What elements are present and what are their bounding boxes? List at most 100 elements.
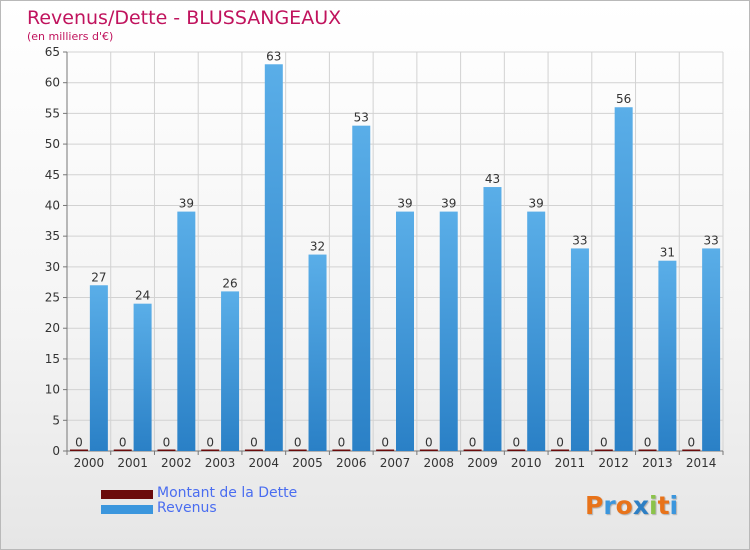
- legend-label-dette: Montant de la Dette: [157, 485, 298, 501]
- bar-revenus: [527, 211, 546, 451]
- data-label-dette: 0: [206, 436, 214, 450]
- data-label-revenus: 26: [222, 276, 237, 290]
- x-tick-label: 2011: [555, 456, 586, 470]
- bar-dette: [507, 449, 526, 451]
- x-tick-label: 2013: [642, 456, 673, 470]
- chart-subtitle: (en milliers d'€): [27, 30, 114, 43]
- x-tick-label: 2007: [380, 456, 411, 470]
- data-label-dette: 0: [250, 436, 258, 450]
- logo-letter: i: [669, 491, 679, 520]
- data-label-dette: 0: [75, 436, 83, 450]
- data-label-dette: 0: [687, 436, 695, 450]
- logo-letter: i: [649, 491, 658, 520]
- y-tick-label: 25: [45, 291, 60, 305]
- bar-revenus: [221, 291, 240, 451]
- logo-letter: t: [657, 491, 670, 520]
- y-tick-label: 10: [45, 383, 60, 397]
- x-tick-label: 2001: [117, 456, 148, 470]
- x-tick-label: 2002: [161, 456, 192, 470]
- data-label-revenus: 53: [354, 111, 369, 125]
- x-tick-label: 2014: [686, 456, 717, 470]
- bar-dette: [463, 449, 482, 451]
- data-label-revenus: 43: [485, 172, 500, 186]
- bar-revenus: [308, 254, 327, 451]
- x-tick-label: 2012: [598, 456, 629, 470]
- data-label-dette: 0: [338, 436, 346, 450]
- bar-revenus: [658, 260, 677, 451]
- data-label-dette: 0: [119, 436, 127, 450]
- legend-label-revenus: Revenus: [157, 500, 217, 516]
- y-tick-label: 15: [45, 352, 60, 366]
- logo-letter: r: [603, 491, 616, 520]
- bar-dette: [288, 449, 307, 451]
- bar-dette: [376, 449, 395, 451]
- proxiti-logo: Proxiti: [585, 491, 678, 520]
- bar-revenus: [614, 107, 633, 451]
- data-label-revenus: 63: [266, 49, 281, 63]
- bar-revenus: [483, 187, 502, 452]
- data-label-dette: 0: [381, 436, 389, 450]
- bar-dette: [551, 449, 570, 451]
- chart-title: Revenus/Dette - BLUSSANGEAUX: [27, 7, 342, 29]
- data-label-revenus: 39: [529, 197, 544, 211]
- y-tick-label: 60: [45, 76, 60, 90]
- legend-swatch-revenus: [101, 505, 153, 514]
- data-label-dette: 0: [425, 436, 433, 450]
- bar-dette: [332, 449, 351, 451]
- data-label-revenus: 24: [135, 289, 150, 303]
- y-tick-label: 50: [45, 137, 60, 151]
- logo-letter: o: [615, 491, 633, 520]
- x-tick-label: 2000: [74, 456, 105, 470]
- data-label-revenus: 33: [703, 233, 718, 247]
- bar-dette: [638, 449, 657, 451]
- data-label-dette: 0: [294, 436, 302, 450]
- bar-revenus: [570, 248, 589, 451]
- bar-revenus: [89, 285, 108, 451]
- bar-revenus: [133, 303, 152, 451]
- legend-swatch-dette: [101, 490, 153, 499]
- bar-dette: [157, 449, 176, 451]
- y-tick-label: 20: [45, 321, 60, 335]
- bar-revenus: [702, 248, 721, 451]
- bar-revenus: [396, 211, 414, 451]
- x-tick-label: 2009: [467, 456, 498, 470]
- data-label-revenus: 32: [310, 240, 325, 254]
- data-label-revenus: 56: [616, 92, 631, 106]
- bar-dette: [244, 449, 263, 451]
- bar-dette: [201, 449, 220, 451]
- data-label-dette: 0: [556, 436, 564, 450]
- x-tick-label: 2008: [423, 456, 454, 470]
- logo-letter: P: [585, 491, 604, 520]
- y-tick-label: 45: [45, 168, 60, 182]
- bar-revenus: [439, 211, 458, 451]
- bar-dette: [682, 449, 701, 451]
- y-tick-label: 30: [45, 260, 60, 274]
- x-tick-label: 2004: [249, 456, 280, 470]
- bar-dette: [419, 449, 438, 451]
- data-label-dette: 0: [600, 436, 608, 450]
- y-tick-label: 55: [45, 106, 60, 120]
- bar-revenus: [177, 211, 196, 451]
- data-label-dette: 0: [469, 436, 477, 450]
- bar-revenus: [352, 125, 371, 452]
- x-tick-label: 2003: [205, 456, 236, 470]
- bar-revenus: [264, 64, 283, 452]
- data-label-revenus: 27: [91, 270, 106, 284]
- y-tick-label: 40: [45, 198, 60, 212]
- data-label-revenus: 33: [572, 233, 587, 247]
- x-tick-label: 2006: [336, 456, 367, 470]
- bar-dette: [594, 449, 613, 451]
- data-label-revenus: 39: [441, 197, 456, 211]
- data-label-revenus: 31: [660, 246, 675, 260]
- data-label-revenus: 39: [179, 197, 194, 211]
- x-tick-label: 2010: [511, 456, 542, 470]
- y-tick-label: 5: [52, 413, 60, 427]
- data-label-dette: 0: [513, 436, 521, 450]
- data-label-revenus: 39: [397, 197, 412, 211]
- data-label-dette: 0: [163, 436, 171, 450]
- y-tick-label: 0: [52, 444, 60, 458]
- x-tick-label: 2005: [292, 456, 323, 470]
- bar-dette: [70, 449, 88, 451]
- logo-letter: x: [632, 491, 649, 520]
